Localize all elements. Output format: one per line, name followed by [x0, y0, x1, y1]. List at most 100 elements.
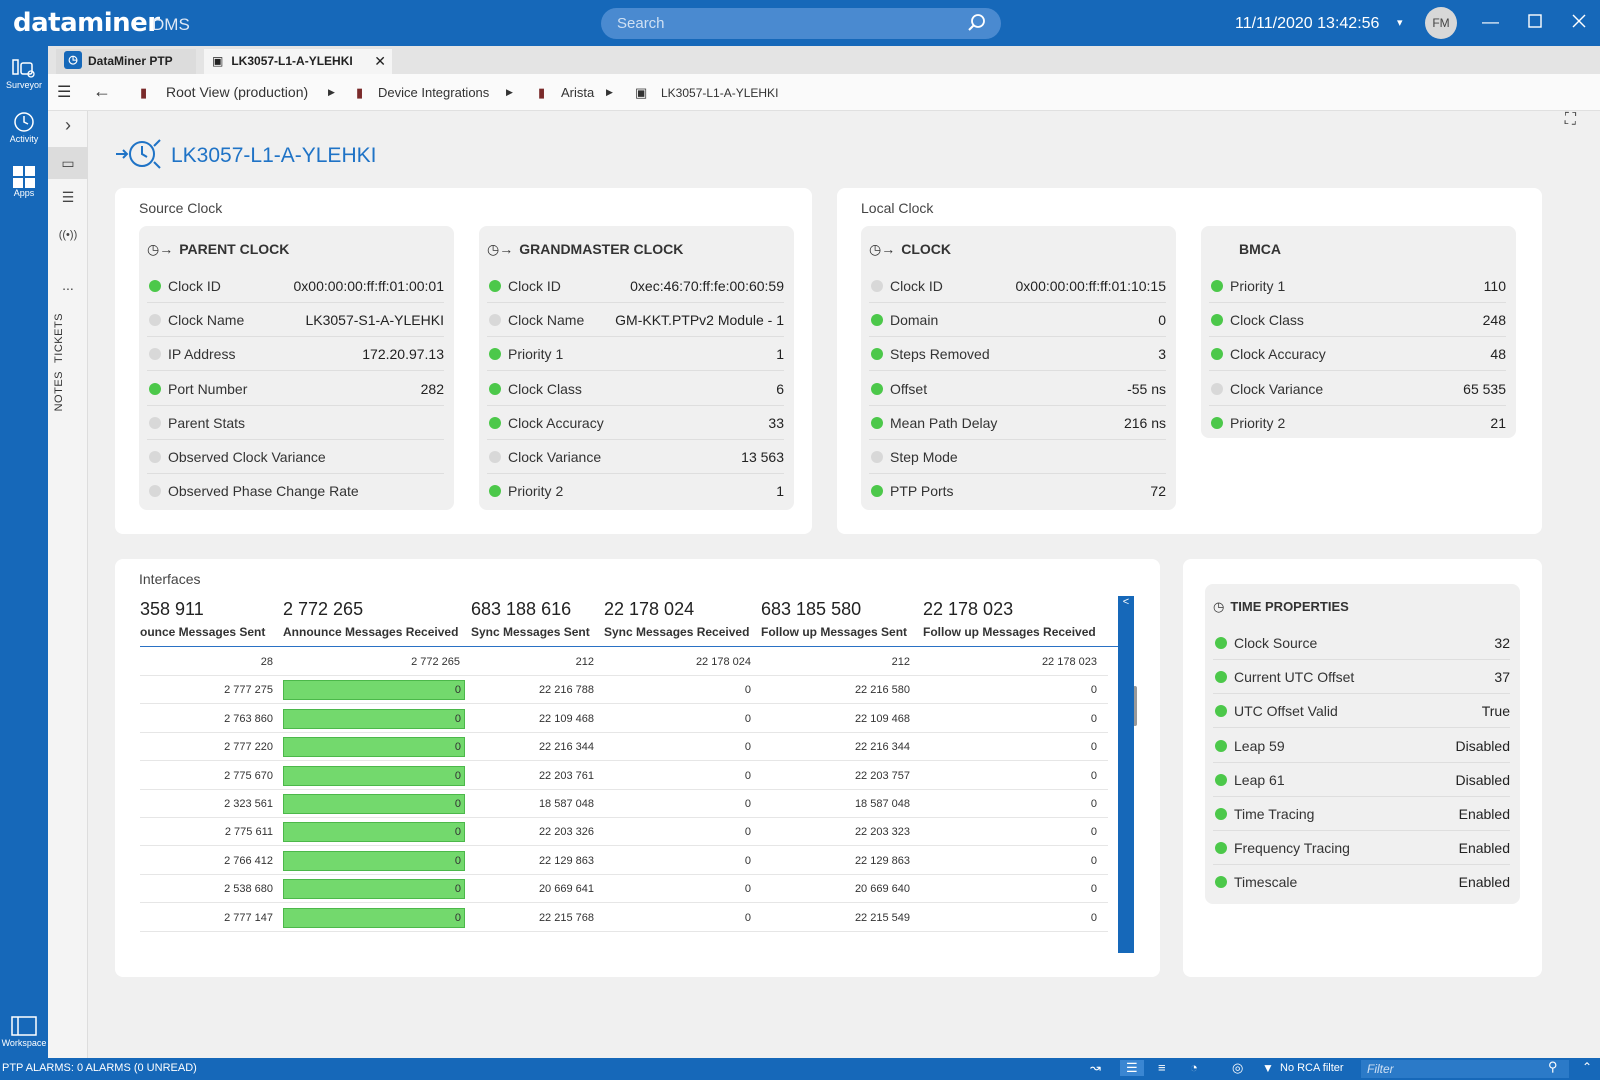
table-row[interactable]: 2 777 147 0 22 215 768 0 22 215 549 0 [140, 904, 1108, 932]
cell-value: 22 178 024 [695, 656, 751, 668]
breadcrumb-element[interactable]: LK3057-L1-A-YLEHKI [661, 86, 779, 100]
view-icon: ▮ [538, 85, 546, 100]
maximize-icon[interactable] [1528, 13, 1542, 33]
collapse-column-button[interactable]: < [1118, 596, 1134, 953]
row-value: Disabled [1455, 771, 1510, 788]
table-row[interactable]: 2 777 220 0 22 216 344 0 22 216 344 0 [140, 733, 1108, 762]
tab-element[interactable]: ▣ LK3057-L1-A-YLEHKI ✕ [204, 49, 392, 74]
cell-value: 0 [454, 854, 461, 867]
cell-value: 0 [1090, 911, 1097, 924]
breadcrumb-device-integrations[interactable]: Device Integrations [378, 85, 490, 100]
tab-bar: ◷ DataMiner PTP ▣ LK3057-L1-A-YLEHKI ✕ [48, 46, 1600, 74]
interfaces-table[interactable]: 358 911 ounce Messages Sent 2 772 265 Annou… [140, 599, 1150, 959]
sliders-icon[interactable]: ☰ [61, 189, 75, 205]
search-input[interactable]: Search [601, 8, 1001, 39]
chevron-up-icon[interactable]: ⌃ [1582, 1060, 1593, 1074]
breadcrumb-root-view[interactable]: Root View (production) [166, 84, 309, 100]
rca-filter[interactable]: No RCA filter [1280, 1062, 1344, 1074]
cell-value: 22 178 023 [1041, 656, 1097, 668]
nav-apps[interactable]: Apps [0, 164, 48, 198]
cell-value: 0 [1090, 712, 1097, 725]
breadcrumb-arista[interactable]: Arista [561, 85, 595, 100]
monitor-icon[interactable]: ▭ [48, 147, 88, 179]
chevron-right-icon[interactable]: ▶ [328, 87, 335, 97]
user-avatar[interactable]: FM [1425, 7, 1457, 39]
alarm-filter-input[interactable]: Filter [1361, 1060, 1569, 1078]
column-header[interactable]: 683 188 616 Sync Messages Sent [471, 599, 590, 639]
search-icon[interactable]: ⚲ [1548, 1059, 1558, 1074]
vertical-scrollbar[interactable] [1133, 686, 1137, 726]
expand-chevron-icon[interactable]: › [65, 115, 71, 135]
focus-icon[interactable]: ◎ [1232, 1060, 1244, 1075]
hamburger-menu-icon[interactable]: ☰ [57, 84, 72, 101]
nav-activity[interactable]: Activity [0, 110, 48, 144]
row-clock-class: Clock Class 6 [487, 372, 784, 406]
close-tab-icon[interactable]: ✕ [374, 53, 386, 69]
fullscreen-icon[interactable]: ⛶ [1564, 111, 1576, 128]
notes-tab[interactable]: NOTES [53, 371, 65, 412]
row-label: Steps Removed [890, 346, 990, 363]
status-dot [149, 451, 161, 463]
broadcast-icon[interactable]: ((•)) [58, 229, 78, 241]
row-clock-accuracy: Clock Accuracy 33 [487, 406, 784, 440]
column-header[interactable]: 22 178 023 Follow up Messages Received [923, 599, 1096, 639]
table-row[interactable]: 2 775 611 0 22 203 326 0 22 203 323 0 [140, 818, 1108, 847]
row-label: Clock ID [508, 278, 561, 294]
row-current-utc-offset: Current UTC Offset 37 [1213, 660, 1510, 695]
nav-workspace[interactable]: Workspace [0, 1014, 48, 1048]
column-header[interactable]: 683 185 580 Follow up Messages Sent [761, 599, 907, 639]
cell-value: 22 203 323 [854, 826, 910, 839]
pie-icon[interactable]: ◔ [1190, 1060, 1198, 1075]
row-label: Clock Accuracy [1230, 346, 1326, 363]
cell-value: 20 669 641 [538, 883, 594, 896]
column-header[interactable]: 22 178 024 Sync Messages Received [604, 599, 749, 639]
tickets-tab[interactable]: TICKETS [53, 313, 65, 363]
row-value: 0x00:00:00:ff:ff:01:00:01 [293, 278, 445, 294]
close-window-icon[interactable] [1572, 13, 1586, 33]
column-header[interactable]: 358 911 ounce Messages Sent [140, 599, 265, 639]
table-row[interactable]: 28 2 772 265 212 22 178 024 212 22 178 023 [140, 648, 1108, 676]
minimize-icon[interactable]: — [1482, 12, 1499, 31]
row-value: 0 [1158, 312, 1166, 329]
more-icon[interactable]: ... [62, 277, 74, 293]
status-dot [1211, 280, 1223, 292]
sort-icon[interactable]: ≡ [1158, 1060, 1166, 1075]
table-row[interactable]: 2 538 680 0 20 669 641 0 20 669 640 0 [140, 875, 1108, 904]
table-row[interactable]: 2 323 561 0 18 587 048 0 18 587 048 0 [140, 790, 1108, 818]
chevron-right-icon[interactable]: ▶ [606, 87, 613, 97]
column-total: 683 185 580 [761, 599, 862, 619]
panel-title: Source Clock [139, 200, 223, 216]
bmca-card: BMCA Priority 1 110 Clock Class 248 Clock Ac… [1201, 226, 1516, 438]
table-row[interactable]: 2 766 412 0 22 129 863 0 22 129 863 0 [140, 847, 1108, 875]
row-value: 1 [776, 483, 784, 500]
table-row[interactable]: 2 763 860 0 22 109 468 0 22 109 468 0 [140, 705, 1108, 733]
datetime-dropdown-icon[interactable]: ▾ [1397, 17, 1403, 29]
search-icon[interactable] [967, 13, 987, 33]
cell-value: 212 [575, 656, 594, 668]
alarm-summary[interactable]: PTP ALARMS: 0 ALARMS (0 UNREAD) [2, 1062, 197, 1074]
table-row[interactable]: 2 777 275 0 22 216 788 0 22 216 580 0 [140, 676, 1108, 705]
trend-icon[interactable]: ↝ [1090, 1060, 1101, 1075]
cell-value: 0 [744, 741, 751, 754]
cell-value: 2 777 147 [224, 911, 273, 924]
column-header[interactable]: 2 772 265 Announce Messages Received [283, 599, 458, 639]
list-view-icon[interactable]: ☰ [1120, 1060, 1144, 1076]
back-arrow-icon[interactable]: ← [93, 81, 111, 101]
received-bar: 0 [283, 850, 465, 871]
tab-dataminer-ptp[interactable]: ◷ DataMiner PTP [56, 49, 196, 74]
row-time-tracing: Time Tracing Enabled [1213, 797, 1510, 831]
chevron-left-icon: < [1122, 596, 1130, 608]
chevron-right-icon[interactable]: ▶ [506, 87, 513, 97]
table-row[interactable]: 2 775 670 0 22 203 761 0 22 203 757 0 [140, 762, 1108, 790]
nav-surveyor[interactable]: Surveyor [0, 56, 48, 90]
row-clock-id: Clock ID 0xec:46:70:ff:fe:00:60:59 [487, 269, 784, 303]
row-domain: Domain 0 [869, 303, 1166, 338]
local-clock-panel: Local Clock ◷→ CLOCK Clock ID 0x00:00:00:f… [837, 188, 1542, 534]
cell-value: 0 [1090, 769, 1097, 782]
panel-title: Interfaces [139, 571, 201, 587]
nav-apps-label: Apps [13, 188, 35, 198]
cell-value: 0 [1090, 826, 1097, 839]
status-dot [149, 280, 161, 292]
filter-funnel-icon[interactable]: ▼ [1262, 1061, 1274, 1075]
row-port-number: Port Number 282 [147, 372, 444, 406]
